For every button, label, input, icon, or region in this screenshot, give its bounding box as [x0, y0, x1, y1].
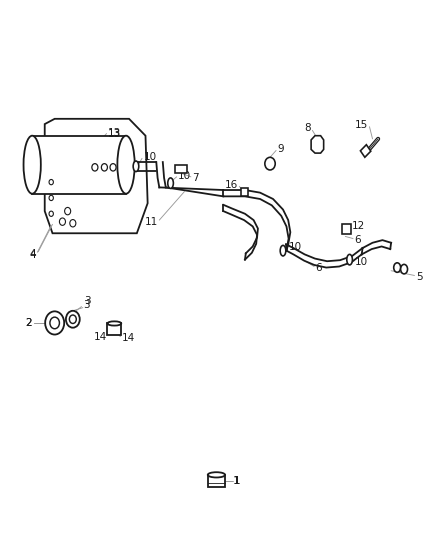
Ellipse shape — [208, 472, 225, 478]
Circle shape — [69, 315, 76, 324]
Text: 14: 14 — [93, 332, 106, 342]
Ellipse shape — [280, 245, 286, 256]
Bar — [175, 165, 187, 173]
Text: 10: 10 — [355, 257, 368, 267]
Circle shape — [49, 195, 53, 200]
Text: 12: 12 — [352, 221, 365, 231]
Text: 13: 13 — [108, 127, 121, 138]
Text: 16: 16 — [225, 180, 238, 190]
Circle shape — [70, 220, 76, 227]
Text: 15: 15 — [355, 120, 368, 130]
Ellipse shape — [168, 178, 173, 189]
Ellipse shape — [394, 263, 401, 272]
Circle shape — [49, 211, 53, 216]
Circle shape — [101, 164, 107, 171]
Circle shape — [50, 317, 60, 329]
Text: 2: 2 — [25, 318, 32, 328]
Text: 6: 6 — [354, 235, 361, 245]
Text: 3: 3 — [84, 296, 91, 306]
Text: 1: 1 — [233, 476, 240, 486]
Text: 9: 9 — [277, 144, 284, 154]
Text: 11: 11 — [145, 217, 158, 227]
Text: 3: 3 — [83, 300, 89, 310]
Bar — [107, 324, 121, 335]
Bar — [342, 224, 351, 234]
Ellipse shape — [117, 136, 134, 193]
Ellipse shape — [401, 264, 407, 274]
Text: 10: 10 — [143, 152, 156, 162]
Circle shape — [49, 180, 53, 185]
Text: 6: 6 — [315, 263, 322, 272]
Circle shape — [265, 157, 275, 170]
Polygon shape — [45, 119, 148, 233]
Text: 14: 14 — [122, 333, 135, 343]
Text: 10: 10 — [289, 242, 302, 252]
Text: 1: 1 — [234, 476, 241, 486]
Bar — [241, 188, 247, 196]
Bar — [360, 144, 371, 157]
Bar — [208, 475, 225, 488]
Circle shape — [45, 311, 64, 335]
Text: 4: 4 — [29, 249, 35, 260]
Text: 4: 4 — [30, 250, 36, 260]
Text: 13: 13 — [108, 128, 121, 139]
Circle shape — [65, 207, 71, 215]
Text: 10: 10 — [178, 171, 191, 181]
Ellipse shape — [24, 136, 41, 193]
Circle shape — [92, 164, 98, 171]
Text: 2: 2 — [25, 318, 32, 328]
Bar — [32, 136, 126, 193]
Ellipse shape — [133, 161, 139, 172]
Text: 5: 5 — [416, 271, 423, 281]
Ellipse shape — [107, 321, 121, 326]
Circle shape — [66, 311, 80, 328]
Circle shape — [110, 164, 116, 171]
Text: 7: 7 — [192, 173, 199, 183]
Text: 8: 8 — [304, 123, 311, 133]
Polygon shape — [311, 136, 324, 153]
Circle shape — [60, 218, 66, 225]
Ellipse shape — [347, 254, 353, 265]
